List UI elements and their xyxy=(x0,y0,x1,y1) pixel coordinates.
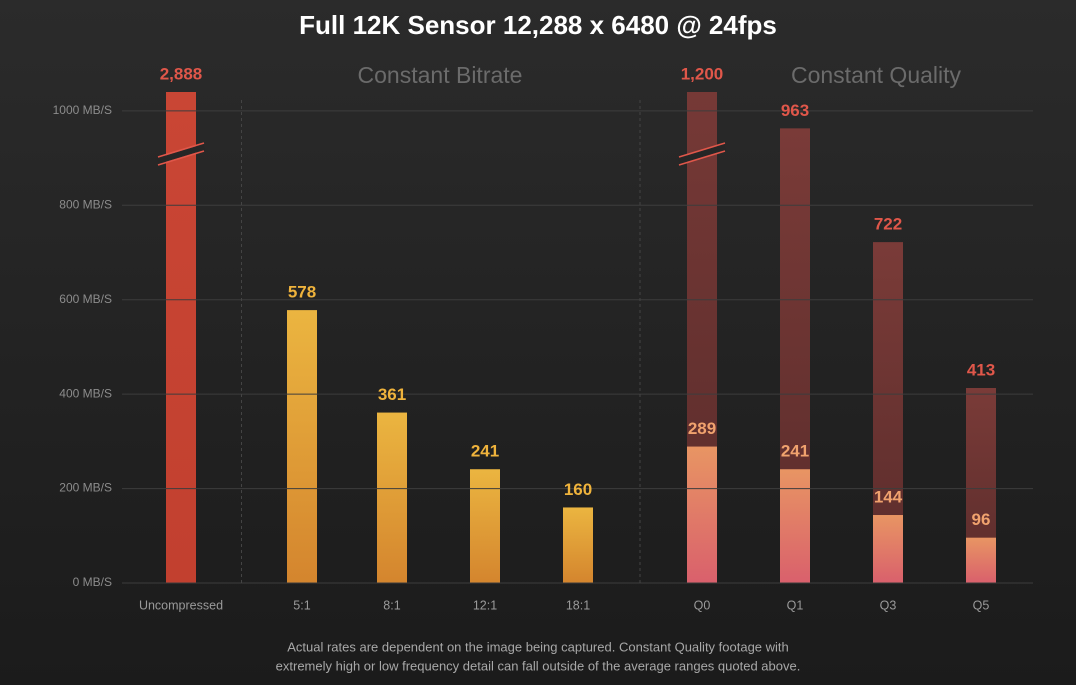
x-tick-label: Q5 xyxy=(973,598,990,612)
bar xyxy=(687,446,717,583)
x-tick-label: Q0 xyxy=(694,598,711,612)
x-tick-label: 8:1 xyxy=(383,598,400,612)
x-tick-label: Q1 xyxy=(787,598,804,612)
footnote: extremely high or low frequency detail c… xyxy=(276,658,801,673)
group-label: Constant Bitrate xyxy=(358,62,523,88)
y-tick-label: 400 MB/S xyxy=(59,386,112,400)
value-label: 361 xyxy=(378,385,406,404)
value-label: 1,200 xyxy=(681,64,724,83)
value-label: 241 xyxy=(781,442,809,461)
value-label: 963 xyxy=(781,101,809,120)
value-label: 144 xyxy=(874,487,903,506)
axis-break xyxy=(678,142,726,158)
value-label: 96 xyxy=(972,510,991,529)
x-tick-label: 5:1 xyxy=(293,598,310,612)
bar xyxy=(966,537,996,583)
x-tick-label: Q3 xyxy=(880,598,897,612)
axis-break xyxy=(157,142,205,158)
y-tick-label: 800 MB/S xyxy=(59,197,112,211)
bar xyxy=(166,92,196,583)
value-label: 722 xyxy=(874,215,902,234)
x-tick-label: 18:1 xyxy=(566,598,590,612)
bar xyxy=(470,469,500,583)
y-tick-label: 0 MB/S xyxy=(73,575,112,589)
y-tick-label: 200 MB/S xyxy=(59,481,112,495)
y-tick-label: 600 MB/S xyxy=(59,292,112,306)
bar xyxy=(780,469,810,583)
value-label: 289 xyxy=(688,419,716,438)
value-label: 241 xyxy=(471,442,499,461)
axis-break xyxy=(157,150,205,166)
value-label: 413 xyxy=(967,361,995,380)
value-label: 578 xyxy=(288,283,316,302)
axis-break xyxy=(157,144,205,164)
chart-title: Full 12K Sensor 12,288 x 6480 @ 24fps xyxy=(299,10,777,40)
x-tick-label: Uncompressed xyxy=(139,598,223,612)
axis-break xyxy=(678,150,726,166)
bar xyxy=(377,412,407,583)
bar xyxy=(873,515,903,583)
footnote: Actual rates are dependent on the image … xyxy=(287,639,789,654)
x-tick-label: 12:1 xyxy=(473,598,497,612)
bar xyxy=(287,310,317,583)
value-label: 160 xyxy=(564,480,592,499)
group-label: Constant Quality xyxy=(791,62,962,88)
axis-break xyxy=(678,144,726,164)
y-tick-label: 1000 MB/S xyxy=(53,103,112,117)
value-label: 2,888 xyxy=(160,64,203,83)
bar xyxy=(563,507,593,583)
